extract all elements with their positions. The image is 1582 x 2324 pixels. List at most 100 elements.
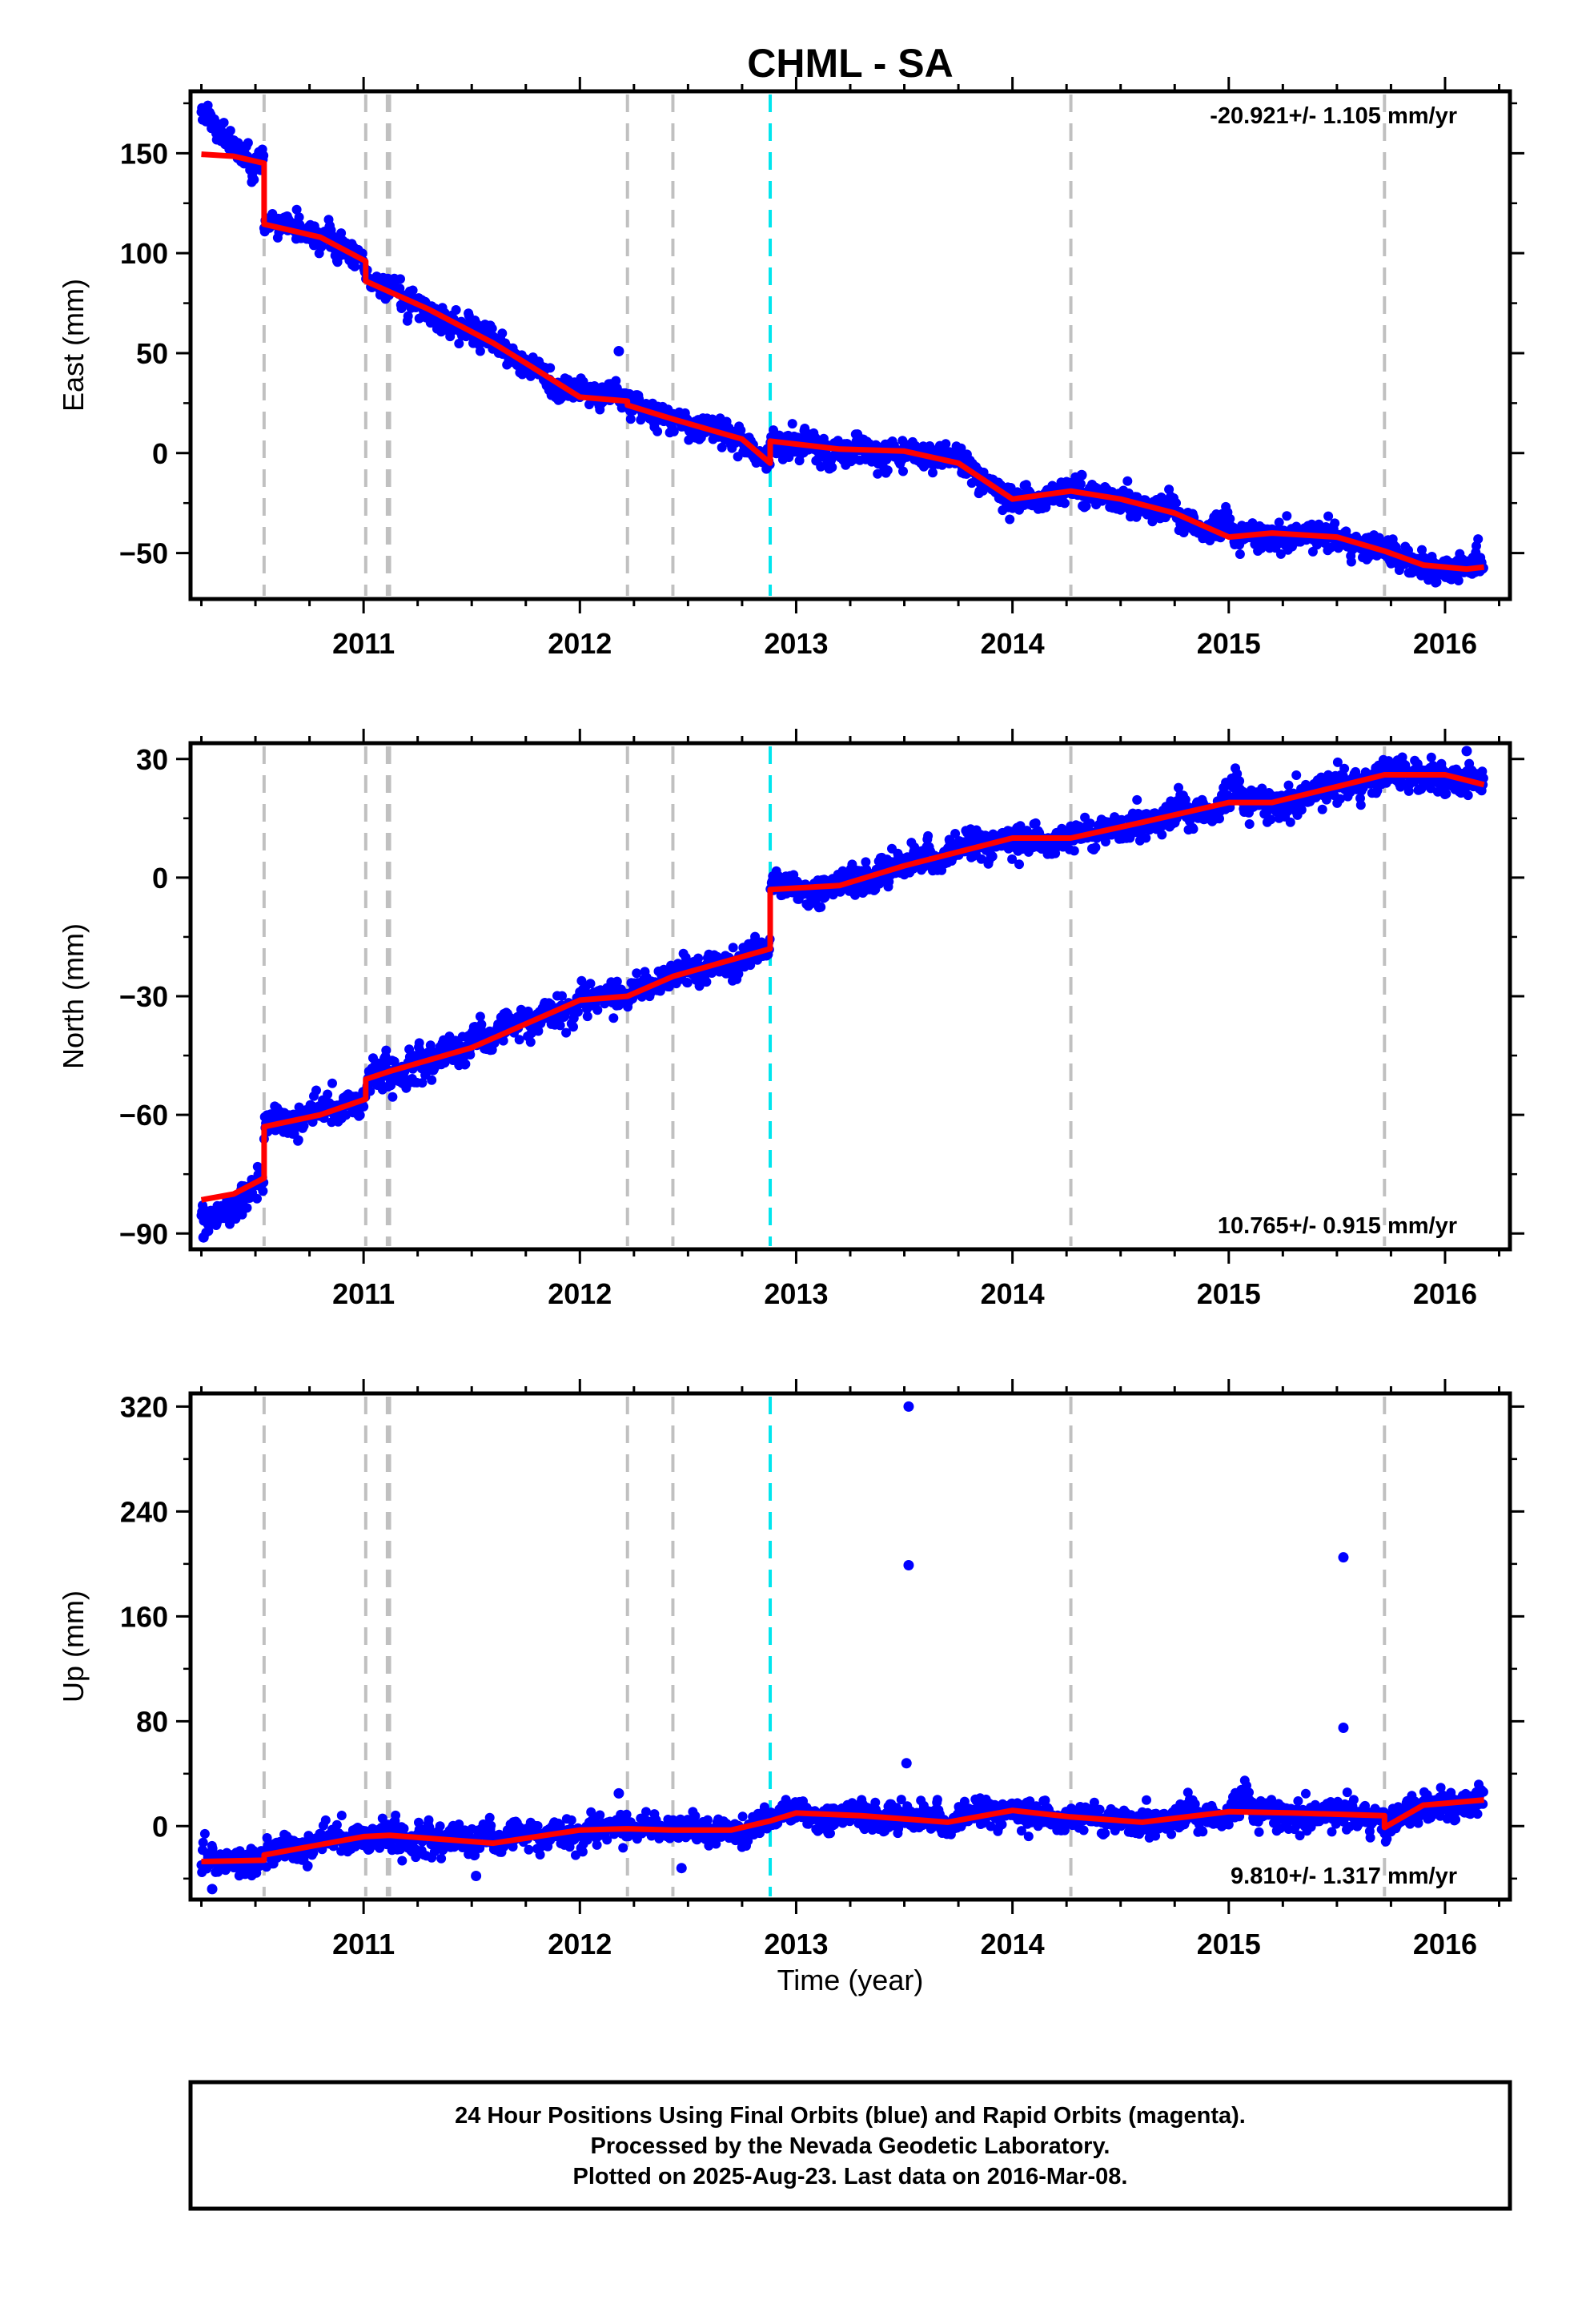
data-point: [1441, 789, 1452, 799]
y-tick-label: 50: [136, 337, 168, 370]
data-point: [1330, 518, 1340, 529]
data-point: [323, 1089, 333, 1100]
data-point: [976, 854, 986, 864]
y-tick-label: −60: [119, 1099, 168, 1132]
data-point: [414, 1817, 424, 1827]
x-tick-label: 2012: [548, 627, 612, 660]
data-point: [391, 1810, 401, 1820]
data-point: [395, 283, 405, 294]
outlier-point: [613, 345, 624, 356]
data-point: [701, 977, 712, 987]
data-point: [525, 1037, 536, 1047]
data-point: [1141, 833, 1151, 843]
data-point: [1257, 783, 1267, 794]
data-point: [1081, 501, 1091, 511]
data-point: [465, 1050, 476, 1059]
data-point: [397, 1856, 408, 1866]
y-axis-label: East (mm): [57, 279, 90, 412]
x-tick-label: 2014: [981, 1277, 1045, 1310]
outlier-point: [198, 1232, 209, 1243]
data-point: [199, 1828, 210, 1839]
data-point: [293, 1135, 303, 1145]
data-point: [1059, 498, 1070, 509]
outlier-point: [1076, 469, 1087, 480]
data-point: [311, 1085, 321, 1096]
x-tick-label: 2015: [1197, 1277, 1261, 1310]
data-point: [1266, 814, 1276, 825]
data-point: [1307, 546, 1318, 557]
data-point: [577, 1847, 588, 1857]
data-point: [225, 126, 235, 136]
data-point: [355, 1110, 365, 1120]
data-point: [219, 118, 229, 128]
data-point: [408, 285, 418, 296]
figure-title: CHML - SA: [747, 41, 953, 86]
data-point: [717, 442, 727, 452]
data-point: [535, 1850, 545, 1860]
data-point: [571, 1850, 580, 1860]
data-point: [1122, 476, 1133, 486]
x-tick-label: 2011: [332, 627, 395, 660]
data-point: [258, 1186, 268, 1196]
data-point: [669, 426, 679, 436]
data-point: [928, 468, 938, 478]
data-point: [1283, 780, 1294, 790]
y-tick-label: 0: [152, 862, 168, 895]
data-point: [451, 305, 461, 315]
data-point: [475, 1843, 485, 1853]
data-point: [414, 1038, 424, 1048]
data-point: [582, 1011, 592, 1022]
data-point: [1232, 769, 1243, 779]
data-point: [1323, 511, 1334, 521]
data-point: [816, 461, 826, 472]
data-point: [592, 1839, 602, 1850]
data-point: [861, 857, 871, 867]
data-point: [592, 1005, 603, 1015]
data-point: [950, 829, 961, 838]
data-point: [1282, 511, 1292, 521]
y-tick-label: 150: [120, 137, 168, 170]
data-point: [303, 1860, 313, 1871]
data-point: [1285, 817, 1295, 827]
data-point: [487, 324, 497, 334]
x-tick-label: 2016: [1413, 1277, 1477, 1310]
data-point: [1341, 526, 1351, 537]
data-point: [299, 1120, 309, 1131]
data-point: [262, 1833, 272, 1843]
data-point: [898, 466, 908, 476]
data-point: [1244, 819, 1255, 829]
data-point: [198, 1837, 208, 1848]
data-point: [242, 1203, 252, 1213]
data-point: [1235, 549, 1245, 559]
data-point: [514, 1035, 524, 1045]
data-point: [533, 1026, 544, 1036]
data-point: [1235, 776, 1245, 786]
x-tick-label: 2011: [332, 1277, 395, 1310]
data-point: [320, 1815, 331, 1825]
data-point: [611, 376, 621, 386]
y-tick-label: 100: [120, 237, 168, 270]
rate-label: -20.921+/- 1.105 mm/yr: [1210, 103, 1457, 129]
data-point: [1312, 540, 1322, 550]
data-point: [243, 138, 253, 148]
x-tick-label: 2014: [981, 627, 1045, 660]
data-point: [336, 1811, 347, 1820]
outlier-point: [1461, 746, 1472, 757]
data-point: [1085, 818, 1095, 829]
data-point: [1275, 549, 1286, 559]
data-point: [389, 1056, 400, 1067]
data-point: [1157, 830, 1167, 840]
data-point: [532, 1821, 543, 1831]
data-point: [632, 968, 642, 979]
data-point: [1426, 752, 1436, 762]
data-point: [1463, 790, 1473, 801]
data-point: [470, 1850, 480, 1860]
data-point: [1132, 794, 1142, 805]
data-point: [486, 1820, 496, 1831]
data-point: [476, 1019, 487, 1030]
x-tick-label: 2013: [764, 1277, 828, 1310]
data-point: [1355, 800, 1366, 810]
data-point: [1090, 842, 1101, 853]
data-point: [733, 969, 744, 979]
data-point: [331, 1819, 342, 1830]
